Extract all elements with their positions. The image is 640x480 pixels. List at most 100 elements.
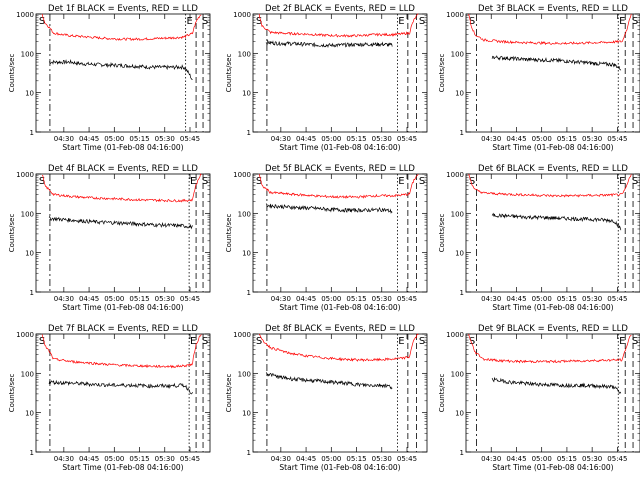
y-tick-label: 100 [451, 50, 464, 58]
x-tick-label: 05:45 [180, 295, 200, 303]
marker-label-e: E [619, 16, 625, 27]
series-line-events [48, 58, 193, 81]
x-tick-label: 04:30 [54, 135, 74, 143]
x-tick-label: 04:45 [79, 135, 99, 143]
y-tick-label: 10 [25, 410, 34, 418]
y-tick-label: 1 [247, 289, 251, 297]
y-tick-label: 1000 [16, 11, 34, 19]
y-tick-label: 10 [455, 250, 464, 258]
y-axis-label: Counts/sec [225, 374, 233, 413]
x-tick-label: 05:45 [180, 135, 200, 143]
plot-frame [465, 333, 640, 453]
y-tick-label: 100 [21, 370, 34, 378]
y-tick-label: 100 [21, 50, 34, 58]
marker-label-e: E [190, 176, 196, 187]
panel-5: Det 5f BLACK = Events, RED = LLD 1 10 100 10… [225, 164, 428, 312]
y-tick-label: 1000 [446, 331, 464, 339]
series-line-events [48, 379, 193, 395]
x-tick-label: 04:45 [296, 455, 316, 463]
x-axis-label: Start Time (01-Feb-08 04:16:00) [62, 463, 183, 472]
x-tick-label: 05:30 [155, 455, 175, 463]
y-tick-label: 10 [455, 410, 464, 418]
x-tick-label: 04:30 [481, 295, 501, 303]
x-tick-label: 05:15 [129, 455, 149, 463]
x-tick-label: 05:00 [104, 455, 124, 463]
series-line-lld [41, 13, 202, 41]
y-tick-label: 1000 [446, 171, 464, 179]
y-tick-label: 1000 [16, 171, 34, 179]
x-tick-label: 04:45 [79, 295, 99, 303]
series-line-lld [258, 13, 419, 38]
y-tick-label: 10 [242, 250, 251, 258]
series-line-events [48, 215, 193, 230]
marker-label-s: S [632, 336, 638, 347]
y-tick-label: 1 [460, 289, 464, 297]
plot-frame [252, 173, 428, 293]
y-tick-label: 100 [451, 370, 464, 378]
x-tick-label: 05:45 [397, 295, 417, 303]
plot-frame [465, 173, 640, 293]
x-tick-label: 05:30 [155, 295, 175, 303]
x-axis-label: Start Time (01-Feb-08 04:16:00) [492, 143, 613, 152]
marker-label-e: E [619, 336, 625, 347]
y-tick-label: 100 [21, 210, 34, 218]
marker-label-s: S [469, 16, 475, 27]
x-tick-label: 05:00 [532, 295, 552, 303]
panel-title: Det 2f BLACK = Events, RED = LLD [265, 4, 415, 14]
panel-7: Det 7f BLACK = Events, RED = LLD 1 10 100 10… [8, 324, 211, 472]
y-axis-label: Counts/sec [8, 214, 16, 253]
y-tick-label: 1000 [233, 331, 251, 339]
marker-label-s: S [39, 176, 45, 187]
series-line-events [265, 39, 393, 49]
x-tick-label: 04:30 [271, 295, 291, 303]
marker-label-s: S [202, 336, 208, 347]
y-tick-label: 1 [30, 129, 34, 137]
x-tick-label: 05:30 [582, 455, 602, 463]
panel-2: Det 2f BLACK = Events, RED = LLD 1 10 100 10… [225, 4, 428, 152]
panel-title: Det 3f BLACK = Events, RED = LLD [478, 4, 628, 14]
x-tick-label: 05:30 [582, 295, 602, 303]
plot-frame [465, 13, 640, 133]
y-tick-label: 10 [25, 250, 34, 258]
x-tick-label: 05:15 [557, 455, 577, 463]
marker-label-s: S [202, 176, 208, 187]
x-tick-label: 05:15 [346, 295, 366, 303]
x-tick-label: 04:30 [481, 455, 501, 463]
panel-8: Det 8f BLACK = Events, RED = LLD 1 10 100 10… [225, 324, 428, 472]
y-tick-label: 100 [238, 210, 251, 218]
panel-title: Det 7f BLACK = Events, RED = LLD [48, 324, 198, 334]
y-tick-label: 10 [455, 90, 464, 98]
marker-label-s: S [469, 176, 475, 187]
x-tick-label: 05:00 [532, 135, 552, 143]
marker-label-e: E [619, 176, 625, 187]
x-tick-label: 04:45 [506, 295, 526, 303]
y-axis-label: Counts/sec [225, 54, 233, 93]
y-tick-label: 100 [451, 210, 464, 218]
y-tick-label: 1000 [16, 331, 34, 339]
panel-title: Det 9f BLACK = Events, RED = LLD [478, 324, 628, 334]
x-tick-label: 04:45 [506, 135, 526, 143]
x-axis-label: Start Time (01-Feb-08 04:16:00) [492, 463, 613, 472]
panel-title: Det 4f BLACK = Events, RED = LLD [48, 164, 198, 174]
marker-label-e: E [398, 16, 404, 27]
series-line-events [265, 203, 393, 214]
series-line-events [491, 376, 622, 394]
y-tick-label: 1000 [446, 11, 464, 19]
panel-1: Det 1f BLACK = Events, RED = LLD 1 10 100 10… [8, 4, 211, 152]
marker-label-s: S [256, 336, 262, 347]
y-tick-label: 10 [242, 90, 251, 98]
y-tick-label: 10 [242, 410, 251, 418]
marker-label-s: S [39, 336, 45, 347]
panel-title: Det 5f BLACK = Events, RED = LLD [265, 164, 415, 174]
y-tick-label: 1 [30, 289, 34, 297]
marker-label-e: E [190, 336, 196, 347]
marker-label-s: S [39, 16, 45, 27]
y-tick-label: 100 [238, 370, 251, 378]
plot-frame [35, 173, 211, 293]
x-tick-label: 05:30 [372, 455, 392, 463]
x-tick-label: 04:30 [54, 455, 74, 463]
y-tick-label: 1 [30, 449, 34, 457]
x-axis-label: Start Time (01-Feb-08 04:16:00) [279, 303, 400, 312]
x-tick-label: 05:45 [397, 135, 417, 143]
